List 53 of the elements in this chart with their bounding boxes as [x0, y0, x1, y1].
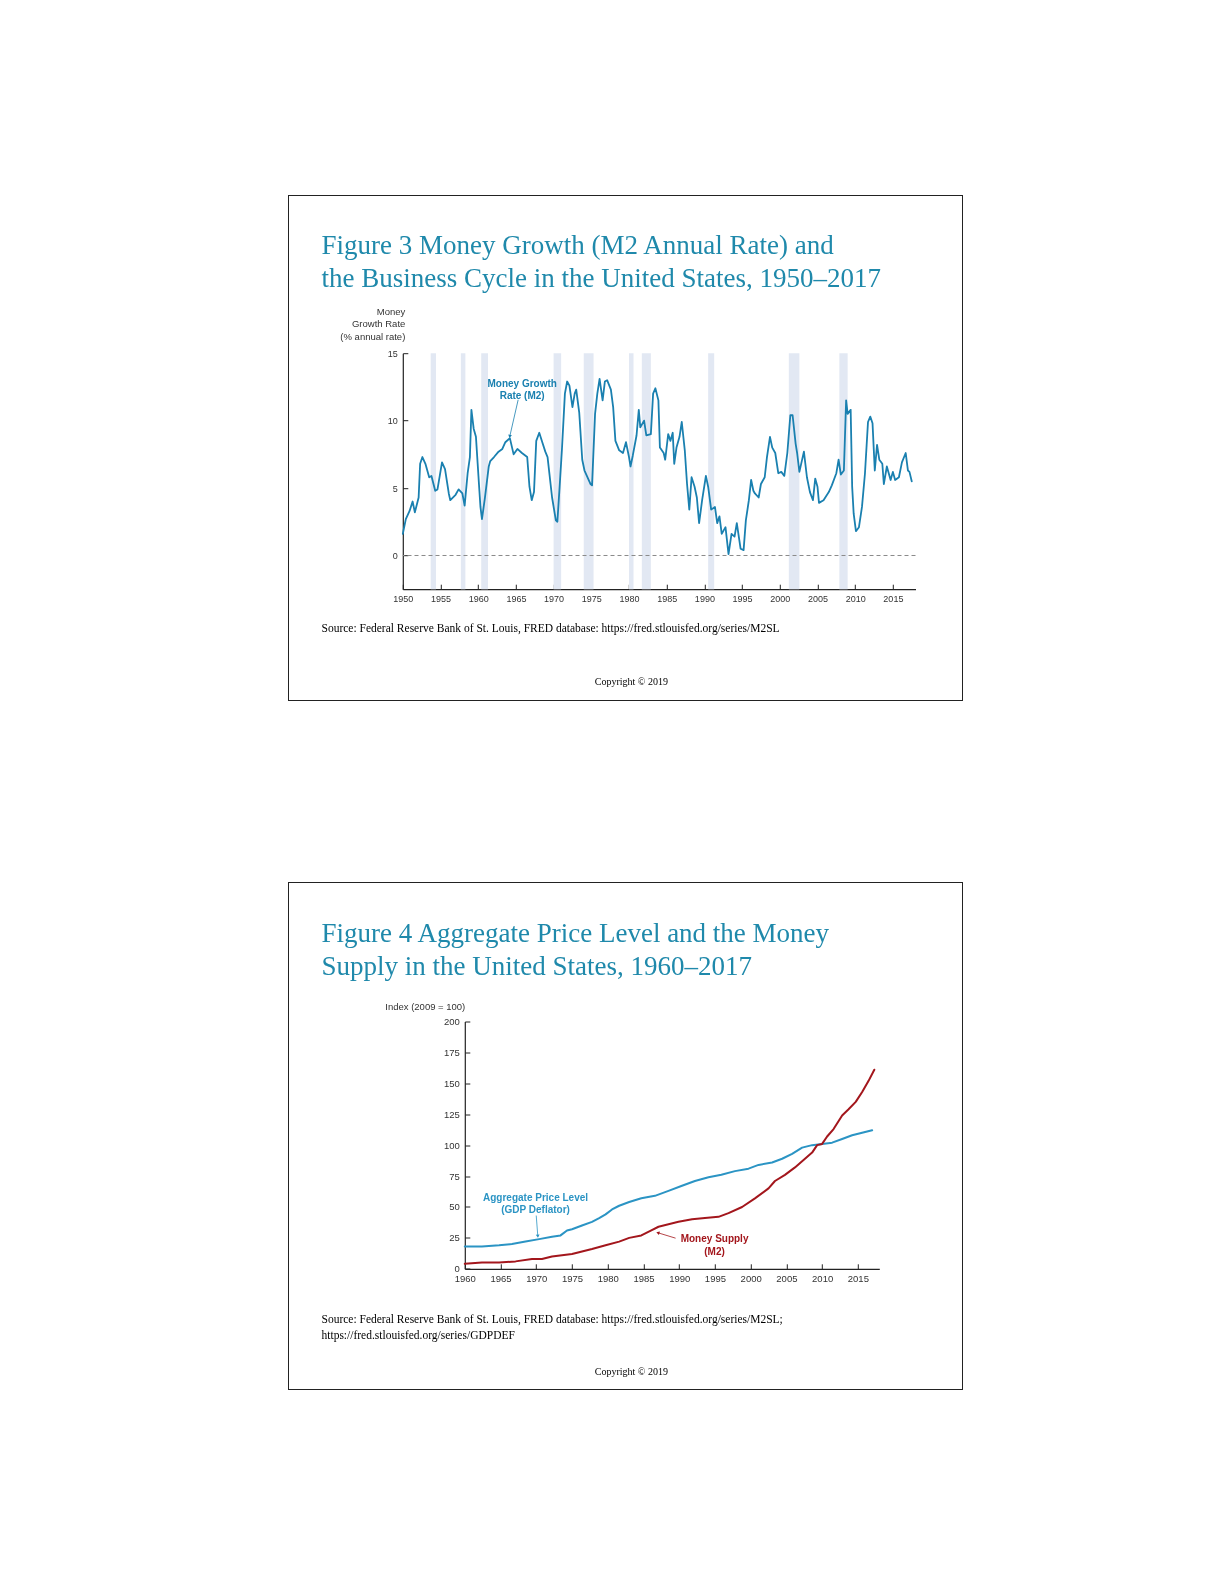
y-axis-title: Index (2009 = 100): [384, 1000, 465, 1012]
source-note: Source: Federal Reserve Bank of St. Louis, FRED database: https://fred.stlouisfed.org/series/M2SL; https://fred.stlouisfed.org/series/GDPDEF: [321, 1312, 783, 1342]
y-tick-label: 100: [443, 1139, 460, 1151]
x-tick-label: 1980: [597, 1272, 619, 1284]
y-tick-label: 175: [443, 1046, 460, 1058]
y-tick-label: 150: [443, 1077, 460, 1089]
x-tick-label: 1965: [489, 1272, 512, 1284]
chart-title: Figure 3 Money Growth (M2 Annual Rate) and the Business Cycle in the United States, 1950–2017: [321, 229, 881, 293]
x-tick-label: 2000: [769, 593, 790, 604]
text: Copyright © 2019: [594, 675, 668, 687]
line-series: [401, 377, 913, 555]
x-tick-label: 1970: [543, 593, 564, 604]
y-tick-label: 125: [443, 1108, 460, 1120]
x-tick-label: 2000: [740, 1272, 762, 1284]
y-tick-label: 15: [387, 348, 398, 359]
y-tick-label: 0: [392, 550, 398, 561]
y-tick-label: 50: [448, 1200, 460, 1212]
y-tick-label: 0: [454, 1262, 460, 1274]
y-tick-label: 75: [448, 1170, 460, 1182]
x-tick-label: 1995: [704, 1272, 726, 1284]
x-tick-label: 1960: [454, 1272, 476, 1284]
y-tick-label: 10: [387, 415, 398, 426]
series-label: Money Growth Rate (M2): [486, 377, 557, 401]
x-tick-label: 1995: [732, 593, 753, 604]
x-tick-label: 1990: [668, 1272, 690, 1284]
line-series: [463, 1128, 873, 1248]
text: Copyright © 2019: [594, 1365, 668, 1376]
x-tick-label: 1980: [618, 593, 640, 604]
y-tick-label: 200: [443, 1015, 460, 1027]
x-tick-label: 1990: [694, 593, 715, 604]
y-axis-title: Money Growth Rate (% annual rate): [339, 305, 406, 342]
x-tick-label: 1950: [392, 593, 413, 604]
x-tick-label: 2010: [811, 1272, 833, 1284]
chart-title: Figure 4 Aggregate Price Level and the Money Supply in the United States, 1960–2017: [321, 917, 830, 981]
x-tick-label: 2015: [882, 593, 903, 604]
x-tick-label: 1955: [430, 593, 451, 604]
line-series: [463, 1068, 875, 1265]
x-tick-label: 1985: [632, 1272, 655, 1284]
x-tick-label: 2005: [807, 593, 828, 604]
x-tick-label: 2010: [845, 593, 866, 604]
x-tick-label: 1970: [525, 1272, 547, 1284]
x-tick-label: 1965: [505, 593, 526, 604]
x-tick-label: 1985: [656, 593, 677, 604]
series-label: Aggregate Price Level (GDP Deflator): [482, 1191, 588, 1215]
x-tick-label: 1975: [581, 593, 602, 604]
y-tick-label: 25: [448, 1231, 460, 1243]
x-tick-label: 1975: [561, 1272, 583, 1284]
x-tick-label: 1960: [468, 593, 489, 604]
x-tick-label: 2005: [775, 1272, 797, 1284]
legend-label: Money Supply (M2): [680, 1232, 749, 1257]
x-tick-label: 2015: [847, 1272, 869, 1284]
y-tick-label: 5: [392, 483, 398, 494]
source-note: Source: Federal Reserve Bank of St. Louis, FRED database: https://fred.stlouisfed.org/series/M2SL: [321, 621, 780, 635]
